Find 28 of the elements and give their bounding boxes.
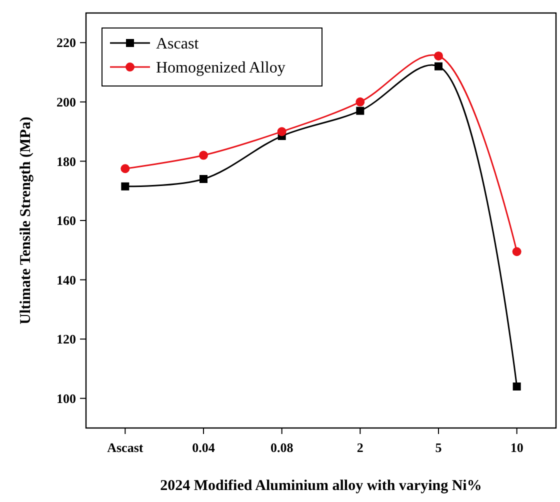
x-tick-label: 2 <box>356 440 364 455</box>
y-tick-label: 160 <box>56 213 76 228</box>
point <box>512 247 522 256</box>
x-tick-label: 10 <box>510 440 524 455</box>
y-tick-label: 220 <box>56 35 76 50</box>
y-tick-label: 120 <box>56 332 76 347</box>
point <box>199 150 208 160</box>
point <box>434 51 443 60</box>
point <box>121 182 130 190</box>
point <box>120 164 130 174</box>
legend-label: Homogenized Alloy <box>156 60 286 77</box>
legend-label: Ascast <box>156 36 200 53</box>
x-tick-label: 5 <box>435 440 442 455</box>
point <box>277 127 286 136</box>
point <box>356 106 364 115</box>
x-tick-label: 0.04 <box>192 440 216 455</box>
x-axis-title: 2024 Modified Aluminium alloy with varying Ni% <box>160 478 482 494</box>
y-tick-label: 100 <box>56 390 76 406</box>
y-tick-label: 200 <box>56 94 76 110</box>
x-tick-label: 0.08 <box>270 440 294 455</box>
x-tick-label: Ascast <box>107 440 144 455</box>
point <box>200 175 208 183</box>
y-axis-title: Ultimate Tensile Strength (MPa) <box>18 116 34 324</box>
point <box>512 382 521 390</box>
y-tick-label: 180 <box>56 154 76 169</box>
point <box>356 97 365 106</box>
point <box>434 62 442 70</box>
y-tick-label: 140 <box>56 272 76 288</box>
